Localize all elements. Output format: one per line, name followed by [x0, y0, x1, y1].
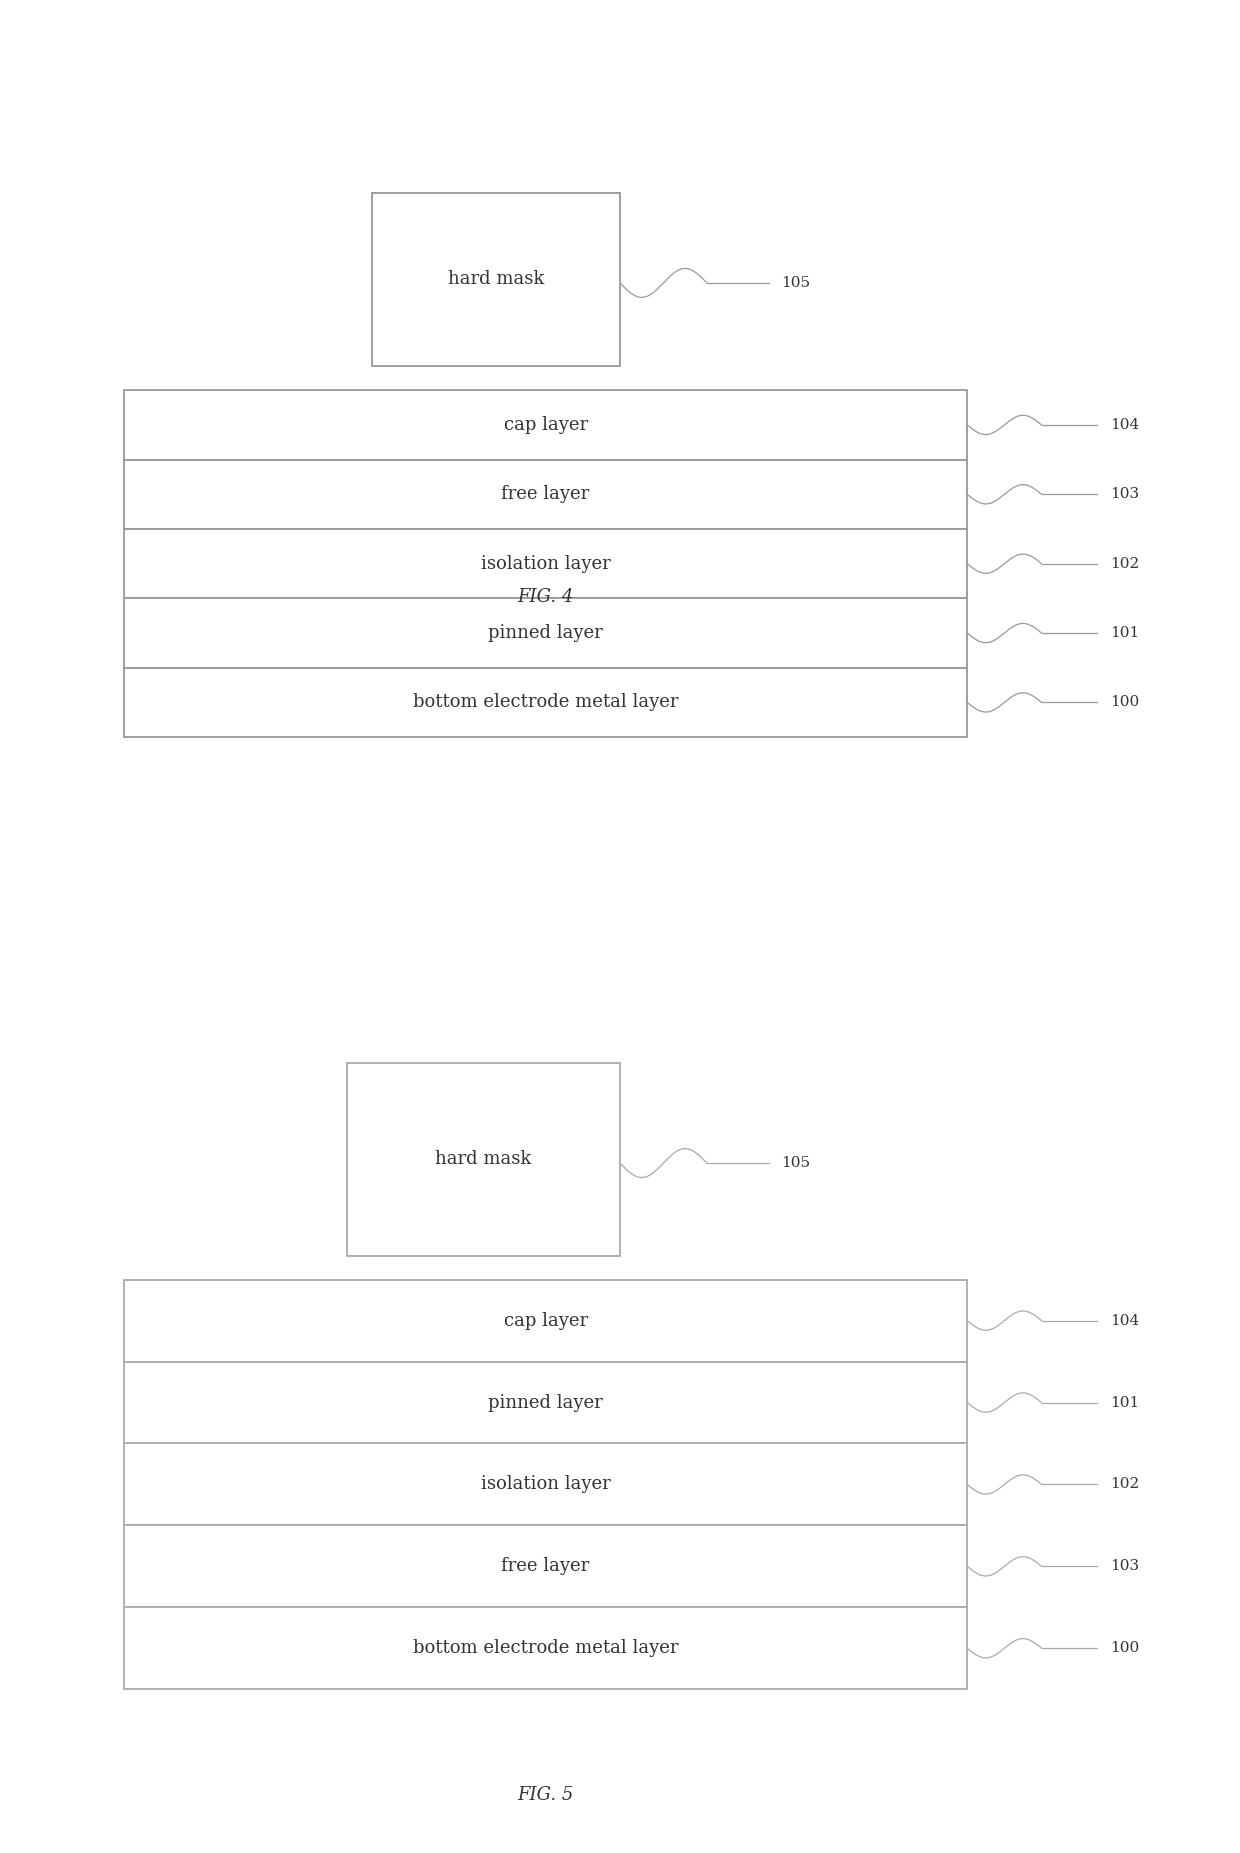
Text: hard mask: hard mask — [435, 1151, 532, 1167]
Text: 101: 101 — [1110, 1395, 1140, 1410]
Text: 104: 104 — [1110, 419, 1140, 432]
Bar — [124, 1280, 967, 1362]
Text: isolation layer: isolation layer — [481, 554, 610, 573]
Bar — [347, 1064, 620, 1256]
Bar — [124, 1443, 967, 1525]
Text: 103: 103 — [1110, 487, 1138, 502]
Text: isolation layer: isolation layer — [481, 1475, 610, 1494]
Bar — [124, 667, 967, 737]
Text: pinned layer: pinned layer — [489, 1393, 603, 1412]
Text: 104: 104 — [1110, 1314, 1140, 1327]
Text: 100: 100 — [1110, 1642, 1140, 1655]
Bar — [372, 193, 620, 367]
Text: 103: 103 — [1110, 1560, 1138, 1573]
Text: 102: 102 — [1110, 1477, 1140, 1492]
Bar — [124, 1362, 967, 1443]
Text: bottom electrode metal layer: bottom electrode metal layer — [413, 693, 678, 712]
Text: cap layer: cap layer — [503, 415, 588, 434]
Text: 101: 101 — [1110, 626, 1140, 639]
Text: 100: 100 — [1110, 695, 1140, 710]
Text: free layer: free layer — [501, 1557, 590, 1575]
Bar — [124, 391, 967, 460]
Bar — [124, 1607, 967, 1690]
Bar — [124, 460, 967, 528]
Bar — [124, 528, 967, 599]
Text: 102: 102 — [1110, 556, 1140, 571]
Text: free layer: free layer — [501, 485, 590, 504]
Bar — [124, 599, 967, 667]
Text: 105: 105 — [781, 1156, 810, 1169]
Bar — [124, 1525, 967, 1607]
Text: FIG. 4: FIG. 4 — [517, 589, 574, 606]
Text: pinned layer: pinned layer — [489, 624, 603, 641]
Text: hard mask: hard mask — [448, 271, 544, 289]
Text: FIG. 5: FIG. 5 — [517, 1786, 574, 1805]
Text: bottom electrode metal layer: bottom electrode metal layer — [413, 1640, 678, 1657]
Text: cap layer: cap layer — [503, 1312, 588, 1330]
Text: 105: 105 — [781, 276, 810, 289]
